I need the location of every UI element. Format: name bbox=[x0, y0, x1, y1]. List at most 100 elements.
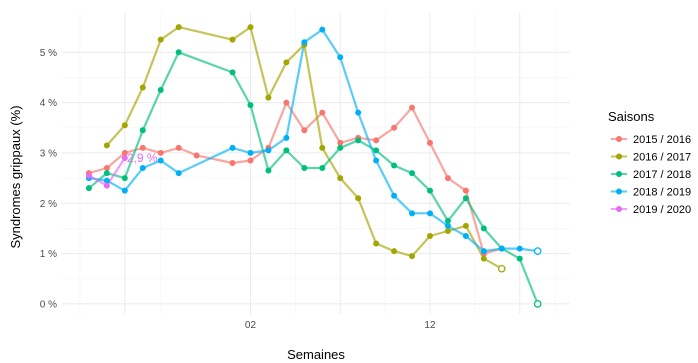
data-point bbox=[283, 134, 290, 141]
series-line-3 bbox=[87, 28, 539, 253]
data-point bbox=[426, 232, 433, 239]
data-point bbox=[301, 127, 308, 134]
data-point bbox=[373, 240, 380, 247]
series-line-1 bbox=[105, 26, 503, 270]
data-point bbox=[516, 255, 523, 262]
x-axis-title: Semaines bbox=[287, 347, 345, 362]
data-point bbox=[121, 154, 128, 161]
data-point bbox=[498, 245, 505, 252]
data-point bbox=[319, 165, 326, 172]
data-point bbox=[462, 222, 469, 229]
y-tick-label: 3 % bbox=[40, 148, 57, 159]
data-point bbox=[409, 210, 416, 217]
data-point bbox=[319, 109, 326, 116]
data-point bbox=[319, 144, 326, 151]
data-point bbox=[444, 217, 451, 224]
legend-title: Saisons bbox=[608, 109, 655, 124]
data-point bbox=[157, 157, 164, 164]
data-point bbox=[175, 170, 182, 177]
annotations: 2,9 % bbox=[127, 151, 158, 165]
data-point bbox=[265, 94, 272, 101]
data-point bbox=[373, 147, 380, 154]
data-point bbox=[462, 195, 469, 202]
data-point bbox=[426, 210, 433, 217]
data-point bbox=[355, 109, 362, 116]
data-point bbox=[229, 144, 236, 151]
data-point bbox=[229, 69, 236, 76]
data-point bbox=[480, 248, 487, 255]
data-point bbox=[355, 195, 362, 202]
data-point bbox=[103, 182, 110, 189]
series-lines bbox=[87, 26, 539, 305]
data-point bbox=[355, 137, 362, 144]
data-point bbox=[391, 248, 398, 255]
y-tick-label: 4 % bbox=[40, 98, 57, 109]
legend-label: 2016 / 2017 bbox=[633, 152, 691, 164]
data-point bbox=[121, 149, 128, 156]
data-point bbox=[103, 142, 110, 149]
data-point bbox=[247, 102, 254, 109]
data-point bbox=[175, 24, 182, 31]
series-points bbox=[85, 24, 542, 308]
data-point bbox=[409, 253, 416, 260]
data-point bbox=[301, 165, 308, 172]
legend-swatch-point bbox=[616, 188, 622, 195]
y-axis-ticks: 0 % 1 % 2 % 3 % 4 % 5 % bbox=[40, 48, 57, 311]
data-point bbox=[103, 170, 110, 177]
data-point bbox=[157, 87, 164, 94]
data-point bbox=[373, 137, 380, 144]
data-point bbox=[444, 227, 451, 234]
data-point bbox=[103, 165, 110, 172]
data-point bbox=[516, 245, 523, 252]
data-point bbox=[139, 84, 146, 91]
data-point bbox=[157, 149, 164, 156]
data-point bbox=[391, 162, 398, 169]
legend-label: 2018 / 2019 bbox=[633, 187, 691, 199]
data-point bbox=[175, 144, 182, 151]
data-point bbox=[265, 167, 272, 174]
x-tick-label: 12 bbox=[424, 320, 436, 331]
point-annotation: 2,9 % bbox=[127, 151, 158, 165]
series-line-2 bbox=[87, 51, 539, 305]
legend-swatch-point bbox=[616, 153, 622, 160]
y-tick-label: 2 % bbox=[40, 199, 57, 210]
data-point bbox=[480, 255, 487, 262]
data-point bbox=[139, 144, 146, 151]
data-point bbox=[337, 144, 344, 151]
data-point bbox=[139, 127, 146, 134]
data-point bbox=[283, 59, 290, 66]
data-point bbox=[139, 165, 146, 172]
y-tick-label: 0 % bbox=[40, 299, 57, 310]
data-point-open bbox=[533, 300, 542, 308]
data-point bbox=[480, 225, 487, 232]
data-point bbox=[426, 187, 433, 194]
data-point bbox=[175, 49, 182, 56]
data-point bbox=[283, 147, 290, 154]
data-point bbox=[373, 157, 380, 164]
data-point bbox=[85, 172, 92, 179]
data-point bbox=[462, 187, 469, 194]
data-point bbox=[247, 157, 254, 164]
data-point bbox=[121, 122, 128, 129]
data-point-open bbox=[533, 247, 542, 255]
data-point bbox=[103, 177, 110, 184]
y-tick-label: 5 % bbox=[40, 48, 57, 59]
data-point bbox=[462, 232, 469, 239]
data-point-open bbox=[497, 264, 506, 273]
data-point bbox=[229, 160, 236, 166]
data-point bbox=[319, 26, 326, 33]
y-axis-title: Syndromes grippaux (%) bbox=[8, 105, 23, 248]
data-point bbox=[444, 222, 451, 229]
legend: Saisons 2015 / 2016 2016 / 2017 2017 / 201… bbox=[608, 109, 691, 216]
y-tick-label: 1 % bbox=[40, 249, 57, 260]
data-point bbox=[409, 104, 416, 111]
data-point bbox=[301, 39, 308, 46]
legend-swatch-point bbox=[616, 171, 622, 177]
data-point bbox=[426, 139, 433, 146]
data-point bbox=[337, 54, 344, 61]
legend-swatch-point bbox=[616, 136, 622, 142]
data-point bbox=[391, 192, 398, 199]
data-point bbox=[337, 175, 344, 182]
legend-label: 2017 / 2018 bbox=[633, 169, 691, 181]
